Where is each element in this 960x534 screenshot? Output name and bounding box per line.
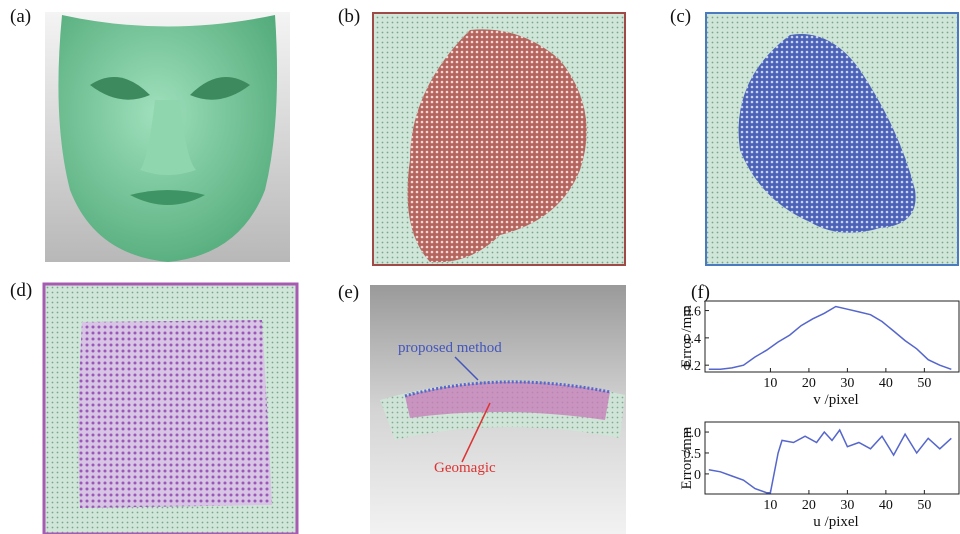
x-tick-label: 40: [879, 376, 893, 391]
data-line: [709, 430, 952, 493]
x-tick-label: 50: [917, 498, 931, 513]
panel-d-image: [44, 284, 297, 534]
x-tick-label: 10: [763, 498, 777, 513]
x-tick-label: 50: [917, 376, 931, 391]
x-tick-label: 20: [802, 376, 816, 391]
x-tick-label: 40: [879, 498, 893, 513]
plot-frame: [705, 422, 959, 494]
panel-label: (d): [10, 280, 32, 301]
x-axis-label: u /pixel: [813, 514, 858, 530]
y-tick-label: 0: [694, 468, 701, 483]
panel-a-image: [45, 12, 290, 262]
panel-label: (a): [10, 6, 31, 27]
panel-c-image: [706, 13, 958, 265]
x-tick-label: 30: [840, 498, 854, 513]
panel-label: (b): [338, 6, 360, 27]
panel-label: (e): [338, 282, 359, 303]
annotation: proposed method: [398, 340, 502, 356]
y-axis-label: Error /mm: [679, 426, 695, 489]
x-tick-label: 10: [763, 376, 777, 391]
annotation: Geomagic: [434, 460, 496, 476]
y-axis-label: Error /mm: [679, 305, 695, 368]
panel-label: (f): [691, 282, 710, 303]
data-line: [709, 307, 952, 370]
panel-label: (c): [670, 6, 691, 27]
x-tick-label: 30: [840, 376, 854, 391]
panel-b-image: [373, 13, 625, 265]
plot-frame: [705, 301, 959, 372]
x-axis-label: v /pixel: [813, 392, 858, 408]
figure: (a) (b) (c) (d) (e) (f) proposed method …: [0, 0, 960, 534]
x-tick-label: 20: [802, 498, 816, 513]
panel-e-image: [370, 285, 626, 534]
